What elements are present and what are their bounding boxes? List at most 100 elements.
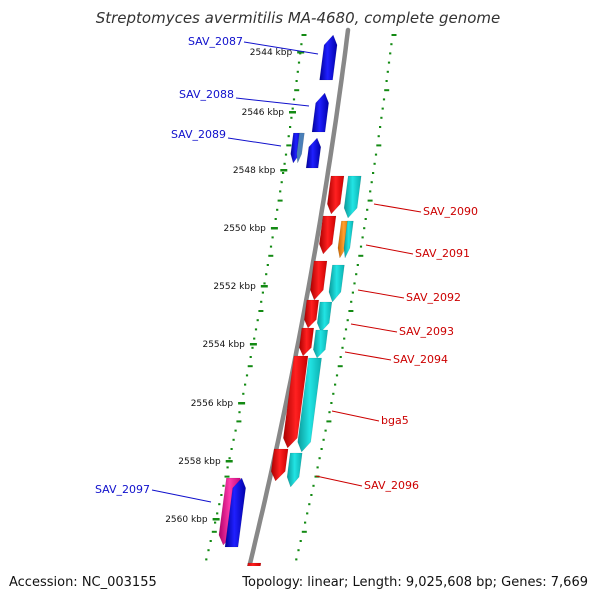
guide-dot xyxy=(312,484,315,487)
guide-dot xyxy=(310,494,313,496)
guide-dot xyxy=(291,107,294,110)
guide-dot xyxy=(236,420,242,423)
guide-dot xyxy=(276,208,279,211)
gene-name: SAV_2096 xyxy=(364,479,419,492)
gene-sav2096 xyxy=(270,448,289,482)
gene-label-right-0: SAV_2090 xyxy=(373,203,478,218)
guide-dot xyxy=(372,172,375,174)
gene-name: SAV_2087 xyxy=(188,35,243,48)
guide-dot xyxy=(335,374,339,377)
guide-dot xyxy=(238,411,241,414)
gene-name: bga5 xyxy=(381,414,409,427)
guide-dot xyxy=(228,457,231,460)
tick-7: 2558 kbp xyxy=(178,457,233,467)
guide-dot xyxy=(376,144,382,147)
tick-label: 2560 kbp xyxy=(165,515,208,525)
guide-dot xyxy=(218,503,221,506)
tick-label: 2556 kbp xyxy=(191,399,234,409)
guide-dot xyxy=(322,438,325,441)
guide-dot xyxy=(304,521,307,524)
guide-dot xyxy=(279,190,282,193)
guide-dot xyxy=(266,264,269,266)
guide-dot xyxy=(337,365,343,368)
guide-dot xyxy=(280,181,283,184)
gene-sav2097-b xyxy=(224,477,246,548)
gene-name: SAV_2089 xyxy=(171,128,226,141)
guide-dot xyxy=(287,135,290,138)
guide-dot xyxy=(290,116,293,119)
guide-dot xyxy=(300,43,303,46)
leader-line xyxy=(243,41,319,55)
guide-dot xyxy=(232,438,235,441)
guide-dot xyxy=(381,107,384,110)
tick-mark xyxy=(297,51,305,54)
guide-dot xyxy=(269,245,273,248)
guide-dot xyxy=(247,365,253,368)
leader-line xyxy=(235,97,310,107)
tick-mark xyxy=(260,285,268,288)
gene-label-right-6: SAV_2096 xyxy=(315,475,419,492)
backbone-line xyxy=(238,27,351,600)
gene-sav2091-c xyxy=(343,220,354,259)
guide-dot xyxy=(209,540,212,542)
gene-sav2087 xyxy=(319,34,338,81)
gene-label-left-2: SAV_2089 xyxy=(171,128,282,147)
tick-mark xyxy=(212,518,220,521)
guide-dot xyxy=(344,328,348,331)
guide-dot xyxy=(220,494,223,496)
topology-text: Topology: linear; Length: 9,025,608 bp; … xyxy=(241,575,588,590)
gene-sav2094 xyxy=(299,327,315,357)
guide-dot xyxy=(268,254,274,257)
tick-label: 2544 kbp xyxy=(250,48,293,58)
guide-dot xyxy=(377,135,380,138)
tick-0: 2544 kbp xyxy=(250,48,305,58)
guide-dot xyxy=(245,374,249,377)
gene-name: SAV_2088 xyxy=(179,88,234,101)
guide-dot xyxy=(367,199,373,202)
guide-dot xyxy=(363,227,366,230)
guide-dot xyxy=(211,530,217,533)
guide-dot xyxy=(373,162,376,165)
gene-sav2093 xyxy=(304,299,320,329)
guide-dot xyxy=(355,273,358,276)
guide-dot xyxy=(224,475,230,478)
tick-4: 2552 kbp xyxy=(213,282,268,292)
leader-line xyxy=(151,489,212,503)
gene-name: SAV_2090 xyxy=(423,205,478,218)
guide-dot xyxy=(343,337,346,340)
guide-dot xyxy=(286,144,292,147)
guide-dot xyxy=(301,530,307,533)
gene-name: SAV_2091 xyxy=(415,247,470,260)
gene-sav2089-c xyxy=(296,132,305,164)
gene-sav2091 xyxy=(319,215,337,255)
guide-dot xyxy=(346,319,349,322)
guide-dot xyxy=(274,218,277,220)
guide-dot xyxy=(234,429,237,432)
leader-line xyxy=(365,244,414,255)
tick-mark xyxy=(289,111,296,114)
guide-dot xyxy=(390,43,393,46)
guide-dot xyxy=(369,190,372,193)
gene-sav2089-b xyxy=(305,137,322,169)
guide-dot xyxy=(301,34,307,36)
gene-bga5-c xyxy=(297,357,322,453)
tick-label: 2548 kbp xyxy=(233,166,276,176)
guide-dot xyxy=(380,116,383,119)
gene-label-left-0: SAV_2087 xyxy=(188,35,319,55)
guide-dot xyxy=(330,402,333,404)
guide-dot xyxy=(284,153,288,156)
guide-dot xyxy=(283,162,286,165)
gene-sav2090 xyxy=(327,175,345,215)
guide-dot xyxy=(249,356,252,358)
leader-line xyxy=(350,323,398,333)
guide-dot xyxy=(359,245,363,248)
guide-dot xyxy=(389,52,392,55)
guide-dot xyxy=(263,282,266,285)
genes xyxy=(218,34,362,600)
guide-dot xyxy=(258,310,264,312)
guide-dot xyxy=(386,70,389,73)
guide-dot xyxy=(356,264,359,266)
guide-dot xyxy=(242,392,245,395)
tick-label: 2558 kbp xyxy=(178,457,221,467)
guide-dot xyxy=(265,273,268,276)
